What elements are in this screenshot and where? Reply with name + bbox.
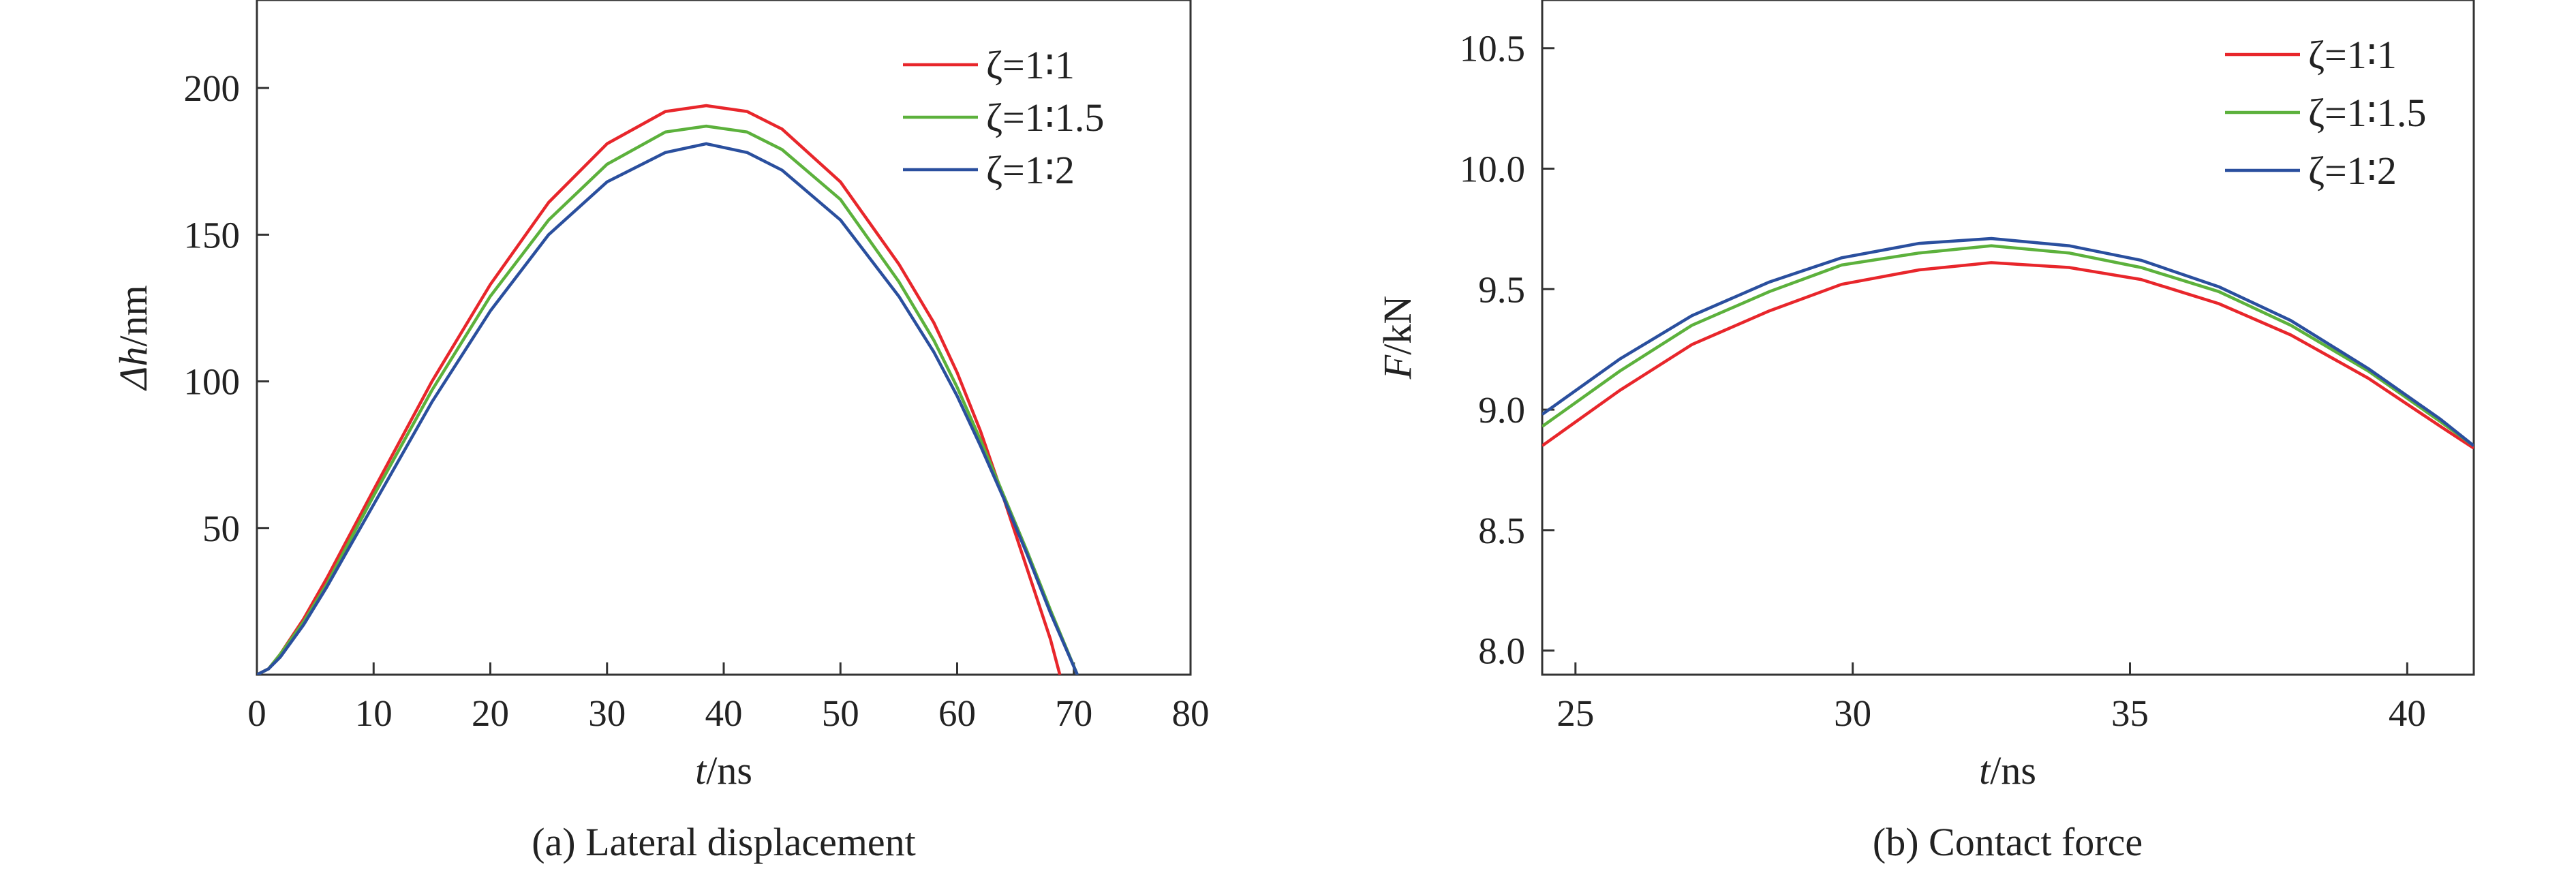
series-line-1 [1542,261,2474,450]
plot-frame [1541,0,2475,676]
y-tick-label: 150 [184,214,241,256]
x-tick-label: 70 [1055,692,1092,734]
x-tick-label: 10 [355,692,393,734]
series-lines [1542,236,2474,450]
x-axis-ticks: 0 10 20 30 40 50 60 70 80 [247,662,1210,734]
series-line-1 [257,104,1062,675]
y-axis-title: Δh/nm [111,285,155,390]
caption-b: (b) Contact force [1873,820,2143,864]
x-axis-title: t/ns [1979,748,2036,793]
y-axis-title: F/kN [1375,296,1420,380]
x-tick-label: 30 [1834,692,1871,734]
legend-label: ζ=1∶1 [986,43,1075,87]
legend: ζ=1∶1 ζ=1∶1.5 ζ=1∶2 [2225,33,2426,193]
legend-label: ζ=1∶1 [2308,33,2397,77]
caption-a: (a) Lateral displacement [532,820,916,864]
x-axis-ticks: 25 30 35 40 [1557,662,2426,734]
x-tick-label: 60 [938,692,976,734]
x-tick-label: 50 [822,692,859,734]
legend-label: ζ=1∶2 [986,148,1075,192]
series-line-2 [1542,244,2474,447]
y-axis-ticks: 50 100 150 200 [184,67,269,549]
series-line-3 [1542,236,2474,447]
legend: ζ=1∶1 ζ=1∶1.5 ζ=1∶2 [903,43,1104,192]
x-tick-label: 40 [2389,692,2426,734]
series-lines [257,104,1079,675]
x-tick-label: 0 [247,692,266,734]
y-axis-title-delta: Δh [111,347,155,391]
y-tick-label: 100 [184,361,241,403]
y-tick-label: 50 [202,508,240,549]
y-tick-label: 10.0 [1460,149,1525,190]
legend-label: ζ=1∶1.5 [2308,91,2426,135]
y-tick-label: 8.5 [1478,510,1525,551]
y-tick-label: 8.0 [1478,630,1525,672]
x-tick-label: 20 [472,692,509,734]
x-tick-label: 25 [1557,692,1594,734]
series-line-2 [257,124,1079,675]
legend-label: ζ=1∶2 [2308,149,2397,193]
y-axis-ticks: 8.0 8.5 9.0 9.5 10.0 10.5 [1460,28,1554,672]
x-tick-label: 80 [1172,692,1210,734]
y-tick-label: 9.0 [1478,389,1525,431]
x-axis-title: t/ns [695,748,752,793]
y-tick-label: 200 [184,67,241,109]
x-tick-label: 35 [2111,692,2149,734]
y-tick-label: 10.5 [1460,28,1525,70]
legend-label: ζ=1∶1.5 [986,95,1104,140]
y-tick-label: 9.5 [1478,269,1525,310]
x-tick-label: 40 [705,692,743,734]
chart-panel-contact-force: 25 30 35 40 8.08.59.09.510.010.5 ζ=1∶1ζ=1∶1… [1375,0,2475,864]
x-tick-label: 30 [588,692,626,734]
series-line-3 [257,142,1079,675]
